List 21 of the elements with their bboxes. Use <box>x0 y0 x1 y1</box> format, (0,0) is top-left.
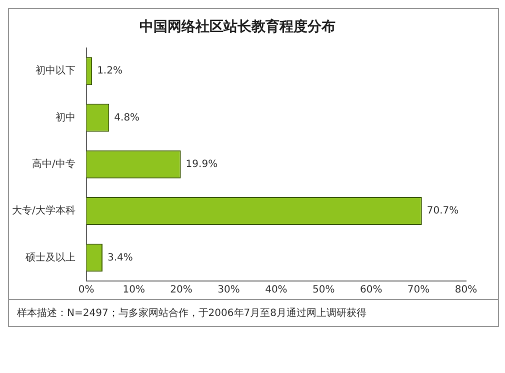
x-tick-label: 60% <box>360 284 382 296</box>
x-tick-label: 30% <box>218 284 240 296</box>
y-tick-label: 高中/中专 <box>32 158 76 170</box>
data-label: 19.9% <box>186 158 218 170</box>
x-tick-label: 20% <box>170 284 192 296</box>
data-label: 4.8% <box>114 112 140 124</box>
x-tick-label: 50% <box>312 284 335 296</box>
x-tick-label: 10% <box>122 284 145 296</box>
x-tick-label: 0% <box>78 284 94 296</box>
chart-title: 中国网络社区站长教育程度分布 <box>140 18 336 36</box>
text: 样本描述：N=2497；与多家网站合作，于2006年7月至8月通过网上调研获得 <box>9 299 498 326</box>
y-tick-label: 初中以下 <box>35 64 76 77</box>
y-tick-label: 初中 <box>55 111 76 124</box>
y-tick-label: 硕士及以上 <box>24 251 76 264</box>
x-tick-label: 80% <box>454 284 478 296</box>
y-tick-label: 大专/大学本科 <box>12 204 76 217</box>
x-tick-label: 40% <box>265 284 288 296</box>
data-label: 3.4% <box>108 252 133 264</box>
x-tick-label: 70% <box>407 284 430 296</box>
data-label: 1.2% <box>97 66 122 77</box>
data-label: 70.7% <box>426 206 459 217</box>
